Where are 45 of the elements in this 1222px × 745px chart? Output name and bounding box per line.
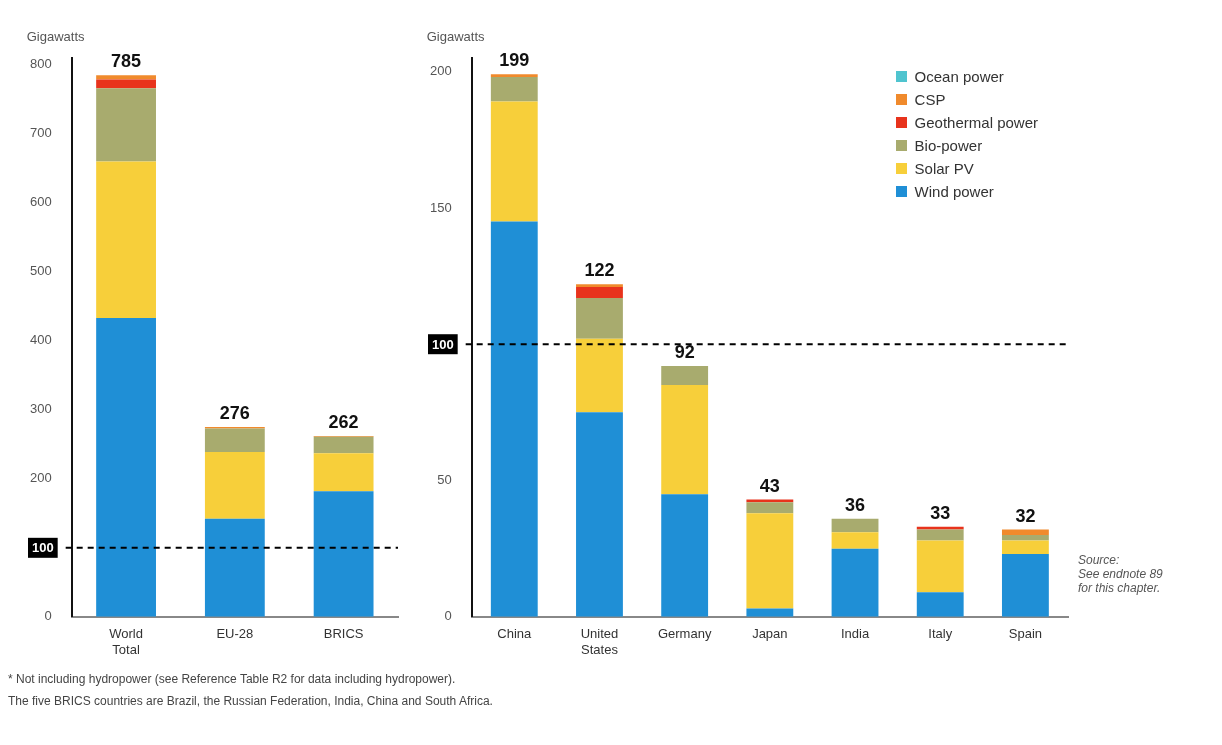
total-label: 32: [1015, 505, 1036, 526]
x-tick-label: India: [840, 626, 870, 642]
x-tick-label: World Total: [109, 626, 143, 657]
x-tick-label: China: [497, 626, 533, 642]
total-label: 785: [111, 51, 142, 72]
total-label: 262: [328, 412, 359, 433]
x-tick-label: Japan: [752, 626, 788, 642]
legend-label: Ocean power: [914, 68, 1004, 85]
legend-label: Bio-power: [914, 137, 983, 154]
text: * Not including hydropower (see Reference Table R2 for data including hydropower).: [8, 672, 457, 686]
total-label: 43: [759, 475, 780, 496]
total-label: 36: [845, 494, 866, 515]
y-tick-label: 50: [437, 472, 452, 488]
y-tick-label: 150: [429, 199, 452, 215]
legend-label: CSP: [914, 91, 946, 108]
y-tick-label: 300: [29, 401, 52, 417]
x-tick-label: Italy: [928, 626, 953, 642]
y-tick-label: 0: [444, 608, 452, 624]
x-tick-label: Spain: [1008, 626, 1043, 642]
total-label: 33: [930, 502, 951, 523]
ref-line-label: 100: [431, 336, 454, 352]
legend-label: Solar PV: [914, 160, 974, 177]
ref-line-label: 100: [31, 540, 54, 556]
total-label: 276: [219, 403, 250, 424]
text: The five BRICS countries are Brazil, the Russian Federation, India, China and South Africa.: [8, 694, 494, 708]
x-tick-label: EU-28: [216, 626, 254, 642]
y-tick-label: 500: [29, 263, 52, 279]
y-tick-label: 0: [44, 608, 52, 624]
y-tick-label: 200: [429, 63, 452, 79]
x-tick-label: Germany: [657, 626, 712, 642]
y-tick-label: 600: [29, 194, 52, 210]
x-tick-label: United States: [580, 626, 619, 657]
total-label: 92: [674, 341, 695, 362]
total-label: 199: [499, 50, 530, 71]
legend-label: Wind power: [914, 183, 994, 200]
y-tick-label: 800: [29, 56, 52, 72]
total-label: 122: [584, 260, 615, 281]
y-axis-title: Gigawatts: [426, 29, 485, 45]
legend-label: Geothermal power: [914, 114, 1038, 131]
y-tick-label: 400: [29, 332, 52, 348]
source-note: Source: See endnote 89 for this chapter.: [1078, 553, 1164, 595]
x-tick-label: BRICS: [323, 626, 364, 642]
y-axis-title: Gigawatts: [26, 29, 85, 45]
y-tick-label: 200: [29, 470, 52, 486]
y-tick-label: 700: [29, 125, 52, 141]
